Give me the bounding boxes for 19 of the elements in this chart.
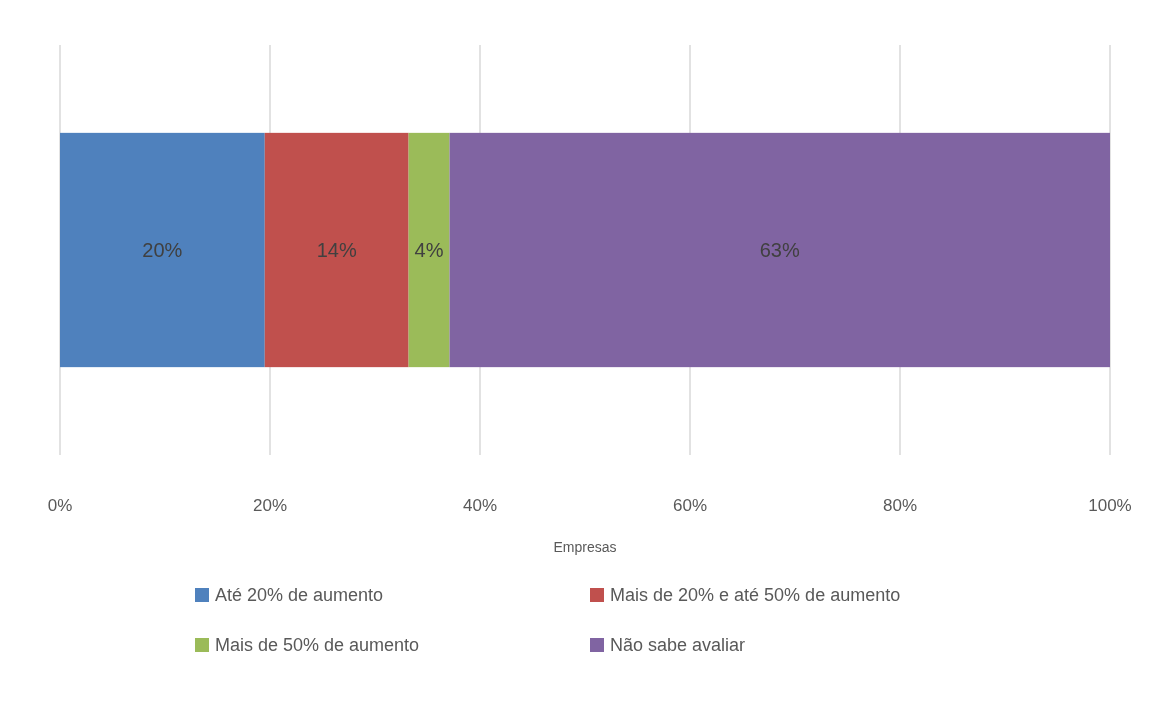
x-tick-label: 40%	[462, 496, 498, 515]
bar	[449, 132, 1110, 368]
x-tick-label: 60%	[672, 496, 708, 515]
legend-label: Mais de 20% e até 50% de aumento	[610, 585, 901, 606]
bar	[408, 132, 450, 368]
x-tick-label: 20%	[252, 496, 288, 515]
legend-label: Não sabe avaliar	[610, 635, 746, 656]
data-label: 14%	[316, 239, 357, 261]
x-tick-label: 0%	[47, 496, 73, 515]
data-label: 63%	[759, 239, 801, 261]
data-label: 20%	[142, 239, 183, 261]
legend-label: Mais de 50% de aumento	[215, 635, 420, 656]
x-tick-label: 100%	[1088, 496, 1132, 515]
bar	[264, 132, 409, 368]
data-label: 4%	[414, 239, 444, 261]
x-axis-title: Empresas	[553, 539, 617, 555]
legend-label: Até 20% de aumento	[215, 585, 384, 606]
x-tick-label: 80%	[882, 496, 918, 515]
bar	[60, 132, 265, 368]
